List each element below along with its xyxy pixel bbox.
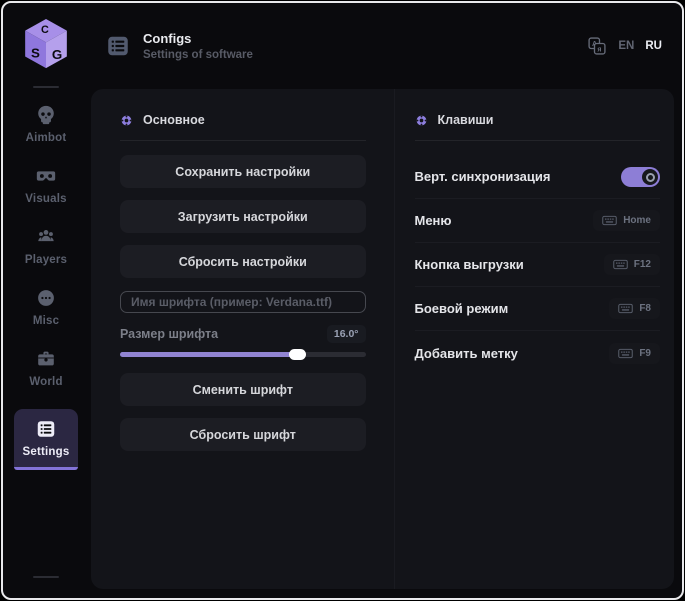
keyboard-icon	[602, 215, 617, 226]
section-divider	[120, 140, 366, 141]
keybind-label: Кнопка выгрузки	[414, 257, 524, 272]
section-keys: Клавиши Верт. синхронизация Меню Home	[393, 89, 675, 589]
font-size-slider[interactable]	[120, 349, 366, 360]
load-settings-button[interactable]: Загрузить настройки	[120, 200, 366, 233]
slider-fill	[120, 349, 306, 360]
sidebar-item-misc[interactable]: Misc	[14, 287, 78, 327]
keybind-key: Home	[623, 215, 651, 226]
gear-icon	[415, 114, 428, 127]
keybind-key: F9	[639, 347, 651, 359]
sidebar-item-label: Visuals	[25, 193, 67, 205]
keyboard-icon	[612, 259, 628, 270]
language-switcher: A я EN RU	[587, 36, 662, 56]
keybind-unload-badge[interactable]: F12	[603, 254, 660, 275]
save-settings-button[interactable]: Сохранить настройки	[120, 155, 366, 188]
change-font-button[interactable]: Сменить шрифт	[120, 373, 366, 406]
section-main: Основное Сохранить настройки Загрузить н…	[91, 89, 394, 589]
keybind-label: Меню	[414, 213, 452, 228]
keybind-row-unload: Кнопка выгрузки F12	[414, 243, 660, 287]
sidebar-bottom-divider	[33, 576, 59, 578]
briefcase-icon	[35, 348, 57, 370]
reset-font-button[interactable]: Сбросить шрифт	[120, 418, 366, 451]
sidebar-nav: Aimbot Visuals Players Misc	[14, 104, 78, 470]
svg-text:я: я	[598, 46, 602, 54]
list-icon	[35, 418, 57, 440]
sidebar-item-aimbot[interactable]: Aimbot	[14, 104, 78, 144]
font-size-row: Размер шрифта 16.0°	[120, 325, 366, 343]
lang-ru-button[interactable]: RU	[645, 40, 662, 52]
font-size-label: Размер шрифта	[120, 327, 219, 341]
keybind-key: F8	[639, 303, 651, 314]
keyboard-icon	[618, 348, 634, 359]
sidebar-item-settings[interactable]: Settings	[14, 409, 78, 470]
keybind-label: Добавить метку	[414, 345, 518, 361]
section-main-header: Основное	[120, 113, 366, 127]
sidebar-item-label: Misc	[32, 315, 60, 327]
keybind-label: Боевой режим	[414, 301, 509, 316]
sidebar-item-label: World	[29, 376, 63, 388]
content-panel: Основное Сохранить настройки Загрузить н…	[91, 89, 674, 589]
svg-text:G: G	[52, 47, 62, 62]
keybind-mark-badge[interactable]: F9	[609, 342, 660, 364]
app-logo-cube-icon: C S G	[20, 15, 72, 73]
page-title: Configs	[143, 31, 192, 46]
skull-icon	[35, 104, 57, 126]
sidebar-item-world[interactable]: World	[14, 348, 78, 388]
vsync-row: Верт. синхронизация	[414, 155, 660, 199]
sidebar-item-label: Aimbot	[25, 132, 67, 144]
section-title: Основное	[143, 113, 205, 127]
section-keys-header: Клавиши	[415, 113, 661, 127]
lang-en-button[interactable]: EN	[618, 40, 635, 52]
keybind-row-combat: Боевой режим F8	[414, 287, 660, 331]
svg-text:C: C	[41, 24, 49, 36]
toggle-knob	[642, 168, 658, 185]
sidebar-item-players[interactable]: Players	[14, 226, 78, 266]
slider-thumb[interactable]	[288, 349, 306, 360]
vsync-toggle[interactable]	[621, 166, 660, 187]
sidebar: C S G Aimbot Visuals	[3, 3, 89, 598]
translate-icon: A я	[587, 36, 607, 56]
vsync-label: Верт. синхронизация	[414, 169, 551, 184]
font-size-value: 16.0°	[326, 325, 366, 343]
keybind-row-menu: Меню Home	[414, 199, 660, 243]
keybind-row-mark: Добавить метку F9	[414, 331, 660, 375]
header: Configs Settings of software A я EN RU	[89, 3, 682, 89]
players-icon	[35, 226, 57, 248]
sidebar-top-divider	[33, 86, 59, 88]
header-titles: Configs Settings of software	[143, 31, 253, 61]
keyboard-icon	[618, 303, 634, 314]
section-divider	[414, 140, 660, 141]
reset-settings-button[interactable]: Сбросить настройки	[120, 245, 366, 278]
goggles-icon	[35, 165, 57, 187]
page-subtitle: Settings of software	[143, 49, 253, 61]
configs-list-icon	[105, 33, 131, 59]
sidebar-item-label: Settings	[22, 446, 70, 458]
misc-icon	[35, 287, 57, 309]
font-name-input[interactable]	[120, 291, 366, 313]
sidebar-item-visuals[interactable]: Visuals	[14, 165, 78, 205]
keybind-combat-badge[interactable]: F8	[609, 298, 660, 319]
keybind-key: F12	[633, 259, 651, 270]
section-title: Клавиши	[437, 113, 494, 127]
gear-icon	[120, 114, 133, 127]
keybind-menu-badge[interactable]: Home	[593, 210, 660, 231]
svg-text:S: S	[31, 45, 40, 60]
sidebar-item-label: Players	[24, 254, 68, 266]
